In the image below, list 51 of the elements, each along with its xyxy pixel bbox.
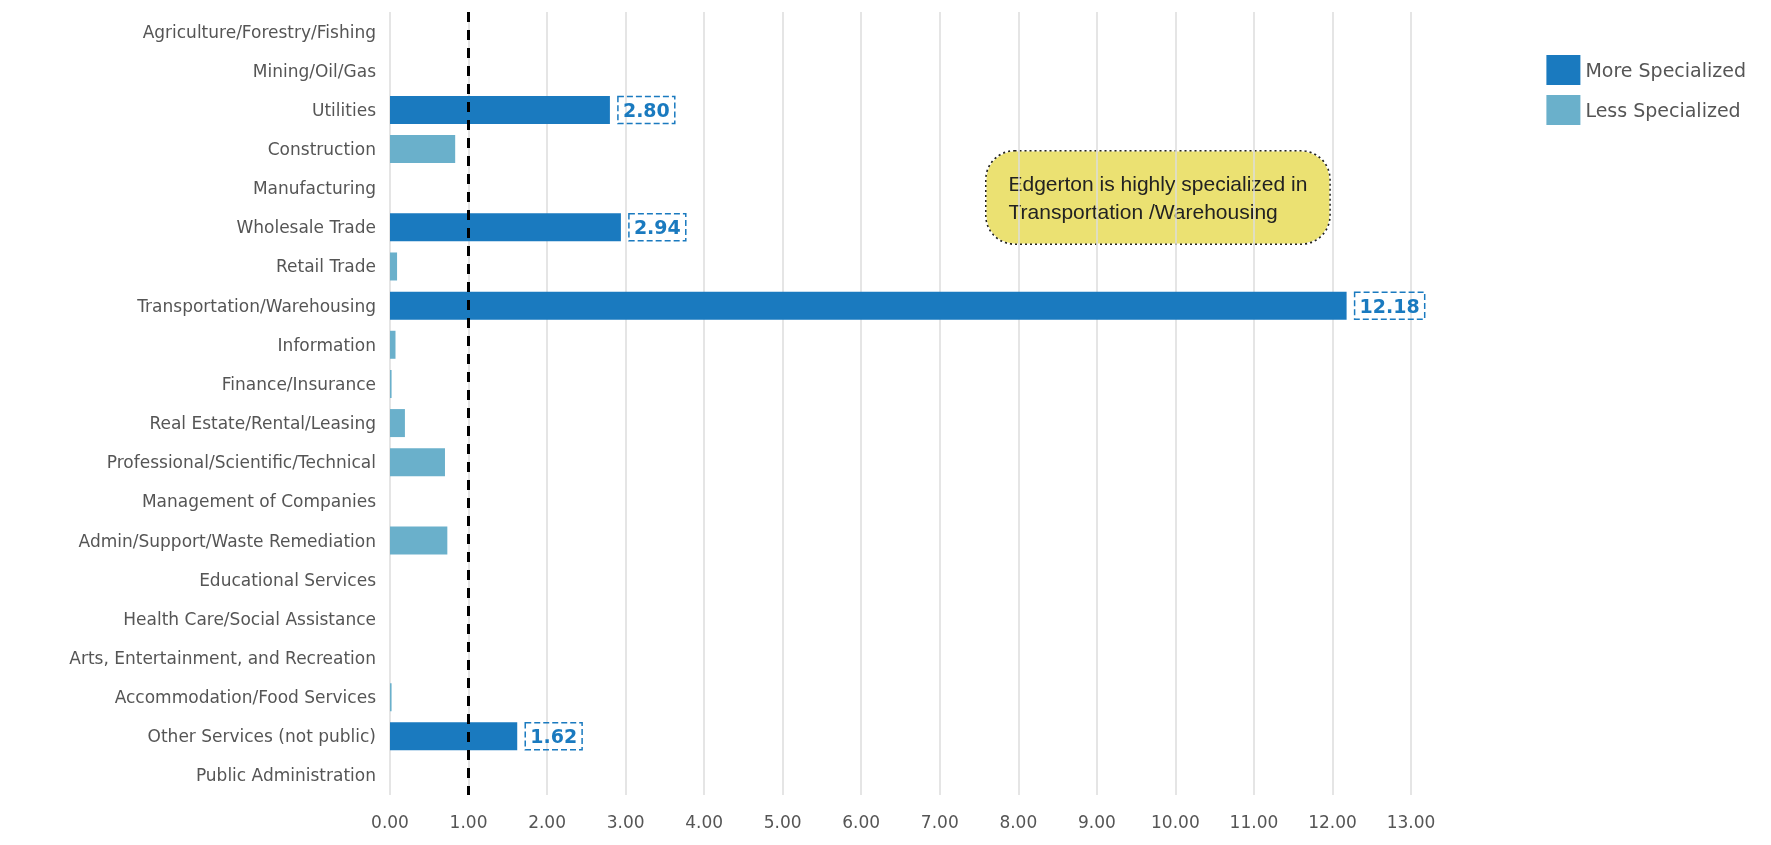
x-tick-label: 11.00 (1229, 811, 1279, 832)
y-tick-label: Arts, Entertainment, and Recreation (69, 647, 376, 668)
y-tick-label: Health Care/Social Assistance (123, 608, 376, 629)
x-tick-label: 8.00 (999, 811, 1038, 832)
y-tick-label: Information (277, 334, 376, 355)
bar (390, 330, 396, 359)
data-label: 12.18 (1359, 294, 1420, 317)
x-tick-label: 12.00 (1308, 811, 1357, 832)
y-tick-label: Admin/Support/Waste Remediation (78, 530, 376, 551)
data-label: 2.80 (622, 98, 670, 121)
x-tick-label: 9.00 (1077, 811, 1116, 832)
y-tick-label: Retail Trade (276, 256, 376, 277)
y-tick-label: Utilities (312, 99, 377, 120)
y-tick-label: Transportation/Warehousing (136, 295, 376, 316)
y-tick-label: Other Services (not public) (147, 726, 376, 747)
bar (390, 252, 398, 281)
y-tick-label: Real Estate/Rental/Leasing (149, 413, 376, 434)
legend-label: Less Specialized (1585, 99, 1741, 121)
x-tick-label: 1.00 (449, 811, 488, 832)
bar (390, 291, 1347, 320)
annotation: Edgerton is highly specialized in Transportation /Warehousing (1008, 172, 1308, 223)
bar (390, 448, 445, 477)
y-tick-label: Mining/Oil/Gas (252, 60, 377, 81)
bar (390, 95, 610, 124)
x-tick-label: 0.00 (371, 811, 409, 832)
y-tick-label: Accommodation/Food Services (114, 687, 377, 708)
x-tick-label: 6.00 (842, 811, 881, 832)
x-tick-label: 10.00 (1151, 811, 1200, 832)
y-tick-label: Wholesale Trade (236, 217, 376, 238)
x-tick-label: 3.00 (606, 811, 645, 832)
legend-label: More Specialized (1585, 59, 1747, 81)
x-tick-label: 13.00 (1386, 811, 1436, 832)
bar (390, 135, 456, 164)
bar (390, 722, 518, 751)
y-tick-label: Finance/Insurance (221, 373, 376, 394)
x-tick-label: 5.00 (763, 811, 802, 832)
bar (390, 409, 405, 438)
y-tick-label: Professional/Scientific/Technical (106, 452, 376, 473)
bar (390, 213, 621, 242)
y-tick-label: Agriculture/Forestry/Fishing (142, 21, 376, 42)
y-tick-label: Public Administration (195, 765, 376, 786)
y-tick-label: Manufacturing (252, 178, 376, 199)
y-tick-label: Educational Services (199, 569, 377, 590)
data-label: 2.94 (633, 216, 681, 239)
y-tick-label: Management of Companies (141, 491, 377, 512)
x-tick-label: 4.00 (685, 811, 724, 832)
x-tick-label: 7.00 (920, 811, 959, 832)
bar (390, 526, 448, 555)
x-tick-label: 2.00 (528, 811, 567, 832)
data-label: 1.62 (530, 725, 578, 748)
y-tick-label: Construction (267, 139, 376, 160)
